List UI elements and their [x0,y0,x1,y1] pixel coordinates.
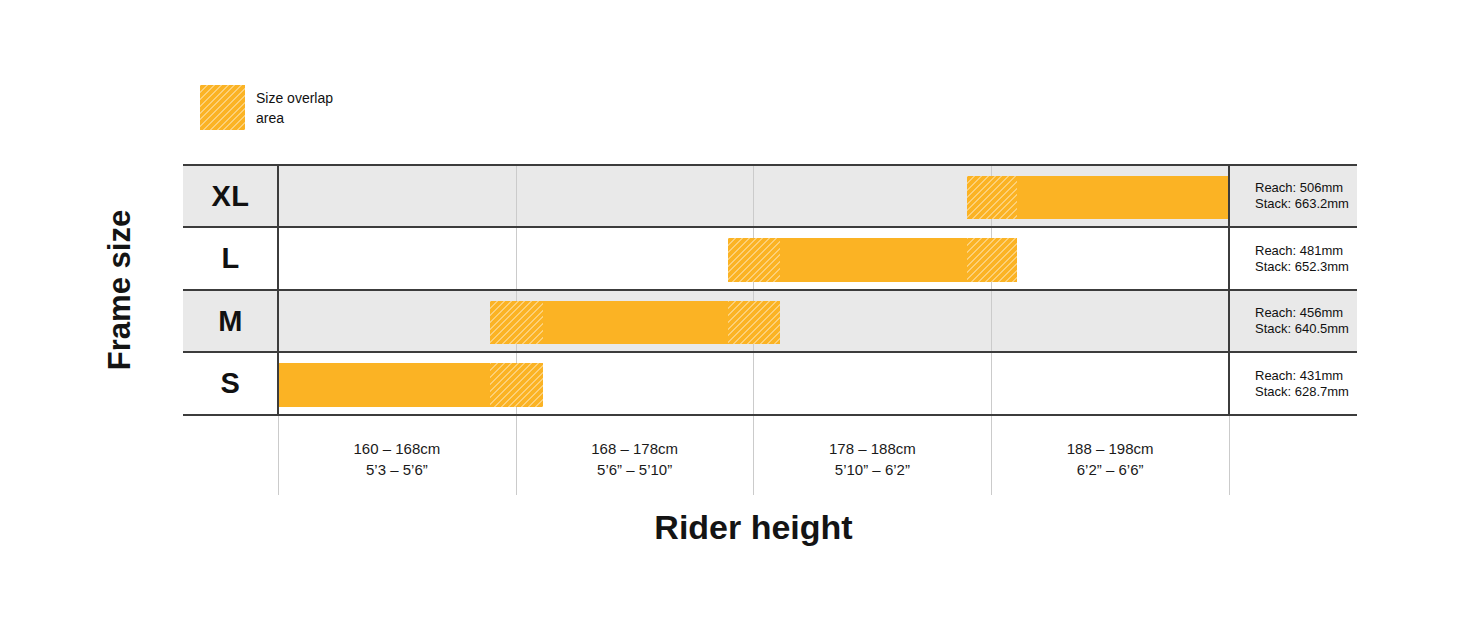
x-tick-label-1: 168 – 178cm 5’6” – 5’10” [516,438,754,480]
reach-value: Reach: 481mm [1255,243,1357,259]
frame-size-chart: Size overlap area Frame size Rider heigh… [0,0,1462,638]
row-label-s: S [183,352,278,415]
row-info-s: Reach: 431mm Stack: 628.7mm [1229,352,1357,415]
plot-right-border-line [1228,165,1230,415]
x-tick-cm: 178 – 188cm [754,438,992,459]
stack-value: Stack: 628.7mm [1255,384,1357,400]
gridline-vertical [1229,415,1230,495]
size-overlap-hatch [967,238,1017,282]
x-tick-cm: 188 – 198cm [991,438,1229,459]
frame-size-row-xl: XL Reach: 506mm Stack: 663.2mm [183,165,1357,227]
row-divider-line [183,414,1357,416]
x-axis-title: Rider height [278,508,1229,547]
frame-size-row-s: S Reach: 431mm Stack: 628.7mm [183,352,1357,415]
x-tick-cm: 160 – 168cm [278,438,516,459]
row-info-l: Reach: 481mm Stack: 652.3mm [1229,227,1357,290]
size-overlap-legend-swatch [200,85,245,130]
row-label-xl: XL [183,165,278,227]
size-overlap-hatch [490,363,543,407]
y-axis-title: Frame size [102,210,138,370]
size-overlap-hatch [967,176,1017,219]
row-divider-line [183,226,1357,228]
size-overlap-hatch [728,238,780,282]
x-tick-imperial: 5’10” – 6’2” [754,459,992,480]
x-tick-imperial: 5’6” – 5’10” [516,459,754,480]
x-tick-label-2: 178 – 188cm 5’10” – 6’2” [754,438,992,480]
stack-value: Stack: 663.2mm [1255,196,1357,212]
reach-value: Reach: 506mm [1255,180,1357,196]
x-tick-label-0: 160 – 168cm 5’3 – 5’6” [278,438,516,480]
size-overlap-hatch [728,301,780,344]
row-divider-line [183,289,1357,291]
stack-value: Stack: 652.3mm [1255,259,1357,275]
stack-value: Stack: 640.5mm [1255,321,1357,337]
x-tick-label-3: 188 – 198cm 6’2” – 6’6” [991,438,1229,480]
x-tick-imperial: 5’3 – 5’6” [278,459,516,480]
row-label-m: M [183,290,278,352]
frame-size-row-l: L Reach: 481mm Stack: 652.3mm [183,227,1357,290]
x-tick-imperial: 6’2” – 6’6” [991,459,1229,480]
reach-value: Reach: 431mm [1255,368,1357,384]
gridline-vertical [278,415,279,495]
x-tick-cm: 168 – 178cm [516,438,754,459]
size-overlap-legend-label: Size overlap area [256,88,333,128]
row-info-xl: Reach: 506mm Stack: 663.2mm [1229,165,1357,227]
row-divider-line [183,164,1357,166]
row-label-l: L [183,227,278,290]
frame-size-row-m: M Reach: 456mm Stack: 640.5mm [183,290,1357,352]
size-overlap-hatch [490,301,543,344]
row-info-m: Reach: 456mm Stack: 640.5mm [1229,290,1357,352]
y-axis-line [277,165,279,415]
reach-value: Reach: 456mm [1255,305,1357,321]
row-divider-line [183,351,1357,353]
